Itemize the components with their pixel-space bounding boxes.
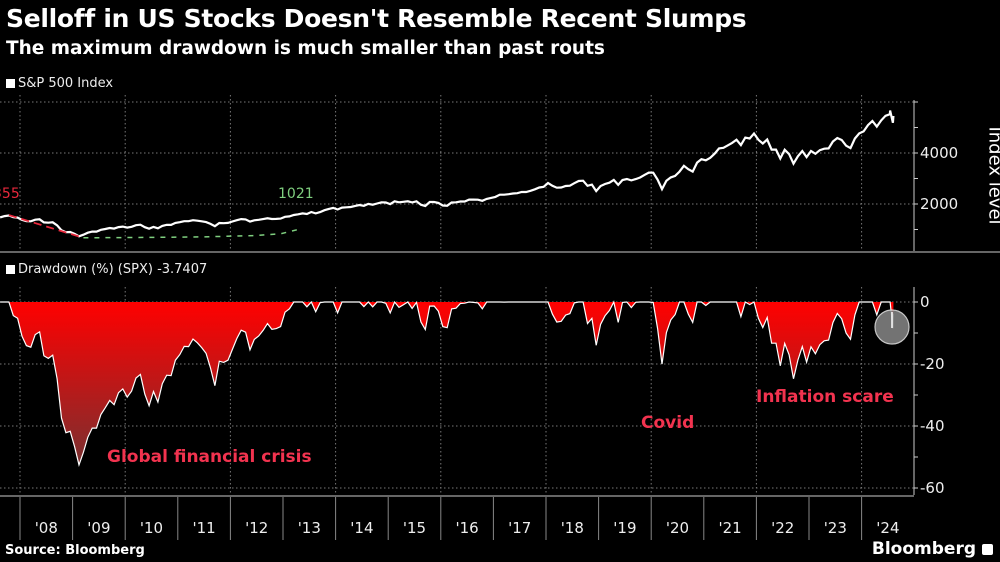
brand-logo: Bloomberg: [871, 539, 976, 559]
y-tick-label: 2000: [920, 195, 958, 213]
legend-drawdown: Drawdown (%) (SPX) -3.7407: [6, 262, 207, 277]
bloomberg-chart-icon: [982, 544, 993, 555]
y-tick-label: 4000: [920, 144, 958, 162]
x-tick-label: '18: [561, 519, 584, 537]
y-tick-label: -60: [920, 479, 945, 497]
y-tick-label: -20: [920, 355, 945, 373]
x-tick-label: '22: [771, 519, 794, 537]
x-tick-label: '16: [455, 519, 478, 537]
x-tick-label: '08: [35, 519, 58, 537]
x-tick-label: '17: [508, 519, 531, 537]
peak-value-label: 355: [0, 186, 20, 202]
y-tick-label: -40: [920, 417, 945, 435]
drawdown-annotation: Global financial crisis: [107, 447, 312, 467]
drawdown-annotation: Covid: [641, 413, 694, 433]
chart-title: Selloff in US Stocks Doesn't Resemble Re…: [6, 4, 747, 33]
x-tick-label: '21: [718, 519, 741, 537]
legend-label: Drawdown (%) (SPX) -3.7407: [18, 262, 208, 277]
legend-swatch: [6, 79, 15, 88]
drawdown-line: [0, 300, 894, 468]
x-tick-label: '20: [666, 519, 689, 537]
x-tick-label: '13: [298, 519, 321, 537]
x-tick-label: '15: [403, 519, 426, 537]
y-tick-label: 0: [920, 293, 930, 311]
legend-label: S&P 500 Index: [18, 76, 114, 91]
x-tick-label: '10: [140, 519, 163, 537]
x-tick-label: '12: [245, 519, 268, 537]
x-tick-label: '14: [350, 519, 373, 537]
recovery-value-label: 1021: [278, 186, 314, 202]
legend-spx: S&P 500 Index: [6, 76, 113, 91]
drawdown-area: [0, 302, 894, 465]
chart-subtitle: The maximum drawdown is much smaller tha…: [6, 38, 605, 59]
x-tick-label: '23: [824, 519, 847, 537]
x-tick-label: '09: [87, 519, 110, 537]
drawdown-annotation: Inflation scare: [756, 387, 894, 407]
x-tick-label: '24: [876, 519, 899, 537]
source-note: Source: Bloomberg: [5, 543, 145, 558]
spx-line: [0, 110, 895, 238]
recovery-line: [83, 228, 299, 239]
legend-swatch: [6, 265, 15, 274]
x-tick-label: '11: [192, 519, 215, 537]
x-tick-label: '19: [613, 519, 636, 537]
